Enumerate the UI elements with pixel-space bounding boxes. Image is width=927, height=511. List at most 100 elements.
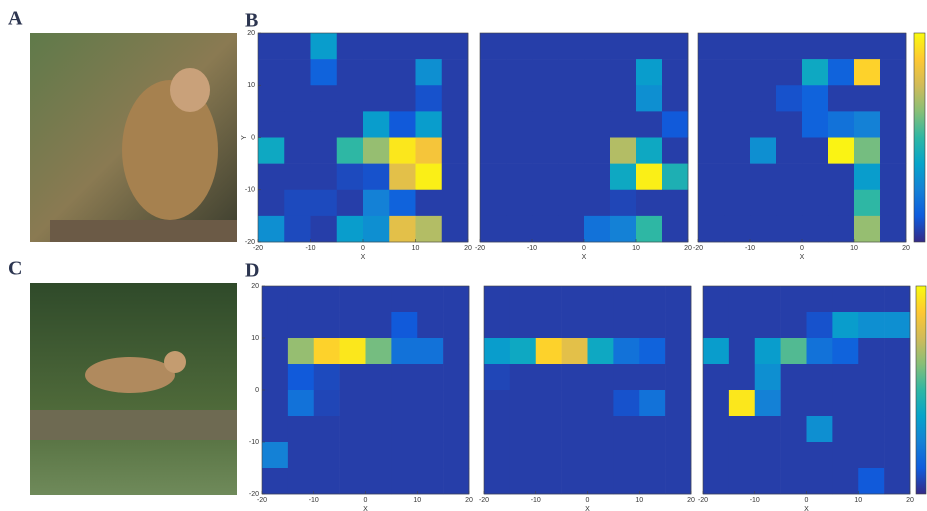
heatmap-cell xyxy=(750,164,776,190)
heatmap-cell xyxy=(288,442,314,468)
heatmap-cell xyxy=(391,364,417,390)
heatmap-cell xyxy=(703,364,729,390)
heatmap-cell xyxy=(832,442,858,468)
heatmap-cell xyxy=(636,190,662,216)
heatmap-cell xyxy=(337,164,364,190)
heatmap-cell xyxy=(880,59,906,85)
heatmap-cell xyxy=(729,312,755,338)
heatmap-cell xyxy=(442,85,469,111)
heatmap-cell xyxy=(484,286,510,312)
heatmap-cell xyxy=(802,164,828,190)
heatmap-cell xyxy=(532,190,558,216)
heatmap-cell xyxy=(417,338,443,364)
heatmap-cell xyxy=(698,111,724,137)
heatmap-cell xyxy=(562,390,588,416)
heatmap-cell xyxy=(698,138,724,164)
heatmap-cell xyxy=(750,111,776,137)
heatmap-cell xyxy=(588,286,614,312)
x-tick-label: -10 xyxy=(745,245,755,252)
heatmap-cell xyxy=(588,338,614,364)
heatmap-cell xyxy=(510,468,536,494)
heatmap-cell xyxy=(366,442,392,468)
heatmap-cell xyxy=(288,338,314,364)
heatmap-cell xyxy=(484,390,510,416)
x-axis-label: X xyxy=(800,254,805,261)
heatmap-cell xyxy=(662,216,688,242)
heatmap-cell xyxy=(443,442,469,468)
heatmap-cell xyxy=(636,85,662,111)
heatmap-cell xyxy=(584,190,610,216)
heatmap-cell xyxy=(828,111,854,137)
heatmap-cell xyxy=(884,390,910,416)
heatmap-cell xyxy=(755,312,781,338)
heatmap-cell xyxy=(588,364,614,390)
heatmap-cell xyxy=(443,390,469,416)
heatmap-cell xyxy=(610,190,636,216)
heatmap-cell xyxy=(536,312,562,338)
heatmap-cell xyxy=(389,216,416,242)
heatmap-cell xyxy=(337,216,364,242)
heatmap-cell xyxy=(665,416,691,442)
heatmap-cell xyxy=(750,85,776,111)
heatmap-cell xyxy=(417,390,443,416)
heatmap-cell xyxy=(729,442,755,468)
heatmap-cell xyxy=(536,442,562,468)
heatmap-cell xyxy=(662,190,688,216)
heatmap-cell xyxy=(484,468,510,494)
colorbar xyxy=(914,33,925,242)
heatmap-cell xyxy=(613,286,639,312)
heatmap-cell xyxy=(884,468,910,494)
heatmap-cell xyxy=(662,164,688,190)
heatmap-cell xyxy=(258,164,285,190)
heatmap-cell xyxy=(588,390,614,416)
heatmap-cell xyxy=(750,59,776,85)
heatmap-cell xyxy=(724,33,750,59)
heatmap-cell xyxy=(558,111,584,137)
heatmap-cell xyxy=(613,442,639,468)
heatmap-cell xyxy=(314,468,340,494)
heatmap-cell xyxy=(802,190,828,216)
x-tick-label: -20 xyxy=(693,245,703,252)
heatmap-cell xyxy=(884,312,910,338)
heatmap-cell xyxy=(884,338,910,364)
heatmap-cell xyxy=(558,164,584,190)
heatmap-cell xyxy=(854,85,880,111)
heatmap-cell xyxy=(662,138,688,164)
heatmap-cell xyxy=(703,312,729,338)
heatmap-cell xyxy=(363,216,390,242)
heatmap-cell xyxy=(311,59,338,85)
heatmap-cell xyxy=(558,85,584,111)
heatmap-cell xyxy=(389,59,416,85)
heatmap-cell xyxy=(416,190,443,216)
x-axis-label: X xyxy=(804,506,809,511)
heatmap-cell xyxy=(584,85,610,111)
x-tick-label: -20 xyxy=(253,245,263,252)
heatmap-cell xyxy=(584,164,610,190)
heatmap-cell xyxy=(484,312,510,338)
heatmap-cell xyxy=(443,312,469,338)
colorbar xyxy=(916,286,926,494)
heatmap-cell xyxy=(337,190,364,216)
heatmap-cell xyxy=(776,33,802,59)
heatmap-cell xyxy=(558,59,584,85)
heatmap-cell xyxy=(262,390,288,416)
y-tick-label: -20 xyxy=(245,239,255,246)
photo-a xyxy=(30,33,237,242)
heatmap-cell xyxy=(636,111,662,137)
heatmap-cell xyxy=(703,416,729,442)
heatmap-cell xyxy=(314,338,340,364)
heatmap-cell xyxy=(311,138,338,164)
heatmap-cell xyxy=(562,442,588,468)
heatmap-cell xyxy=(258,216,285,242)
heatmap-cell xyxy=(284,138,311,164)
heatmap-cell xyxy=(755,364,781,390)
heatmap-cell xyxy=(532,164,558,190)
heatmap-cell xyxy=(262,312,288,338)
heatmap-cell xyxy=(610,85,636,111)
heatmap-cell xyxy=(258,190,285,216)
heatmap-cell xyxy=(724,85,750,111)
heatmap-cell xyxy=(724,138,750,164)
heatmap-cell xyxy=(366,286,392,312)
x-tick-label: 20 xyxy=(684,245,692,252)
heatmap-cell xyxy=(884,442,910,468)
